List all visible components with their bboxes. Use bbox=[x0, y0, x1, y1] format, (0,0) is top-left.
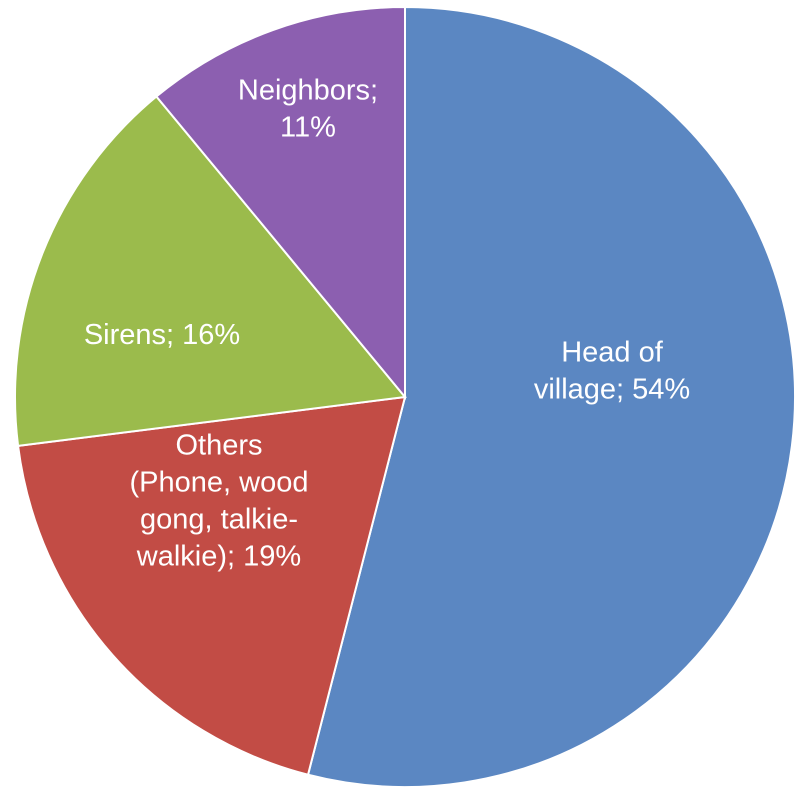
pie-label-line: gong, talkie- bbox=[140, 504, 298, 536]
pie-slice-others-phone-wood-gong-talkie-walkie bbox=[16, 395, 407, 776]
pie-label-sirens: Sirens; 16% bbox=[84, 319, 240, 351]
pie-label-line: Sirens; 16% bbox=[84, 319, 240, 351]
pie-label-line: Others bbox=[175, 430, 262, 462]
pie-label-line: walkie); 19% bbox=[136, 541, 301, 573]
pie-label-neighbors: Neighbors; 11% bbox=[238, 75, 378, 144]
pie-label-line: 11% bbox=[280, 112, 336, 144]
pie-slice-neighbors bbox=[154, 5, 406, 400]
pie-label-line: (Phone, wood bbox=[130, 467, 309, 499]
pie-label-head-of-village: Head of village; 54% bbox=[534, 337, 690, 406]
pie-label-others-phone-wood-gong-talkie-walkie: Others (Phone, wood gong, talkie-walkie); … bbox=[130, 430, 309, 573]
pie-label-line: Head of bbox=[561, 337, 664, 369]
pie-slice-head-of-village bbox=[306, 5, 795, 788]
pie-slice-sirens bbox=[14, 95, 407, 447]
pie-label-line: Neighbors; bbox=[238, 75, 378, 107]
pie-label-line: village; 54% bbox=[534, 374, 690, 406]
